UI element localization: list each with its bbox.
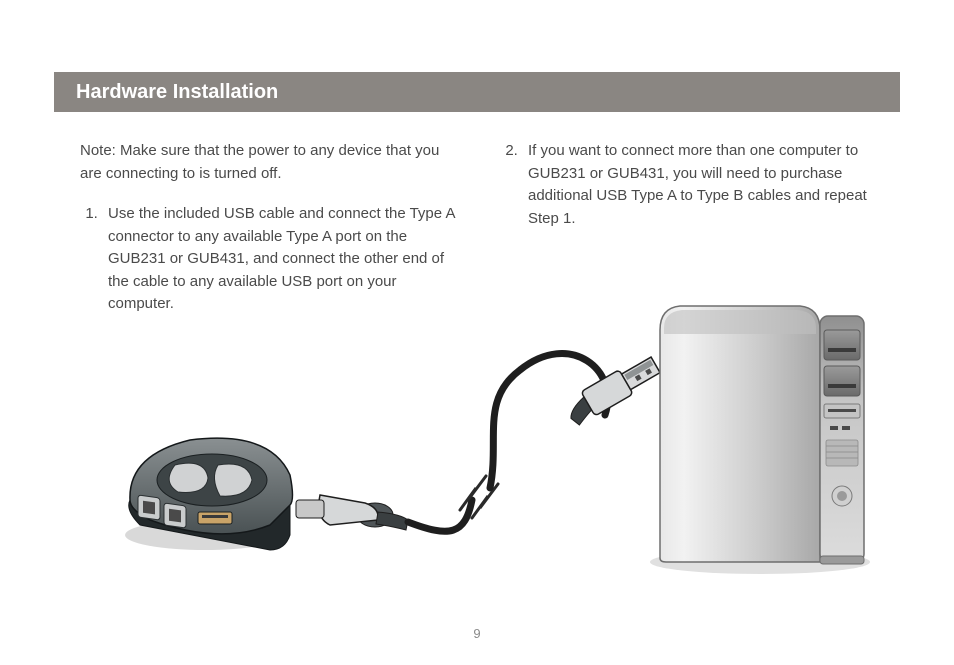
- steps-right: If you want to connect more than one com…: [500, 140, 880, 230]
- steps-left: Use the included USB cable and connect t…: [80, 203, 460, 316]
- hardware-illustration: [120, 300, 880, 580]
- cable-right-icon: [490, 354, 608, 488]
- step-1: Use the included USB cable and connect t…: [102, 203, 460, 316]
- left-column: Note: Make sure that the power to any de…: [80, 140, 460, 316]
- usb-b-plug-icon: [296, 495, 408, 530]
- usb-hub-icon: [125, 438, 293, 550]
- right-column: If you want to connect more than one com…: [500, 140, 880, 316]
- illustration-svg: [120, 300, 880, 580]
- desktop-tower-icon: [650, 306, 870, 574]
- section-title-bar: Hardware Installation: [54, 72, 900, 112]
- body-columns: Note: Make sure that the power to any de…: [80, 140, 880, 316]
- note-text: Note: Make sure that the power to any de…: [80, 140, 460, 185]
- page-number: 9: [0, 626, 954, 641]
- step-2: If you want to connect more than one com…: [522, 140, 880, 230]
- section-title: Hardware Installation: [76, 81, 278, 104]
- document-page: Hardware Installation Note: Make sure th…: [0, 0, 954, 665]
- usb-a-plug-icon: [562, 353, 663, 427]
